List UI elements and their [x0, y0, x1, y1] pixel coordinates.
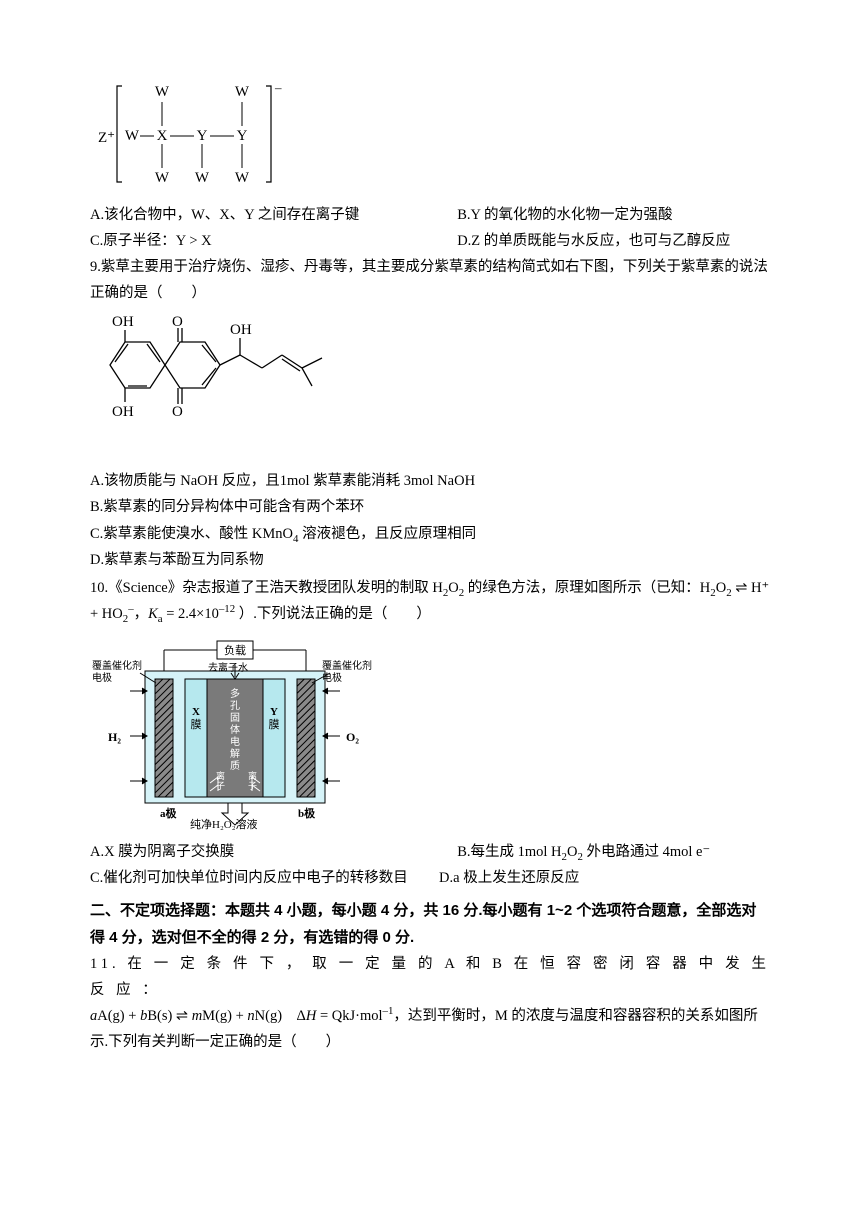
svg-text:Y: Y	[270, 706, 278, 718]
svg-text:子: 子	[216, 781, 225, 791]
q9-option-a: A.该物质能与 NaOH 反应，且1mol 紫草素能消耗 3mol NaOH	[90, 468, 770, 494]
svg-text:H₂: H₂	[108, 730, 121, 744]
svg-text:膜: 膜	[269, 718, 280, 731]
svg-text:孔: 孔	[230, 700, 240, 712]
q10-option-a: A.X 膜为阴离子交换膜	[90, 839, 457, 865]
q8-option-a: A.该化合物中，W、X、Y 之间存在离子键	[90, 202, 457, 228]
svg-text:X: X	[192, 706, 200, 718]
svg-text:W: W	[235, 84, 250, 100]
svg-text:纯净H₂O₂溶液: 纯净H₂O₂溶液	[190, 817, 258, 831]
svg-text:OH: OH	[112, 314, 134, 330]
svg-text:子: 子	[248, 781, 257, 791]
svg-text:O: O	[172, 404, 183, 420]
q9-stem: 9.紫草主要用于治疗烧伤、湿疹、丹毒等，其主要成分紫草素的结构简式如右下图，下列…	[90, 254, 770, 306]
q8-option-c: C.原子半径：Y > X	[90, 228, 457, 254]
q10-option-d: D.a 极上发生还原反应	[439, 870, 579, 886]
q10-s1: 10.《Science》杂志报道了王浩天教授团队发明的制取 H	[90, 580, 443, 596]
svg-text:O: O	[172, 314, 183, 330]
svg-text:OH: OH	[230, 322, 252, 338]
q11-equation: aA(g) + bB(s) ⇌ mM(g) + nN(g) ΔH = QkJ·m…	[90, 1003, 770, 1055]
svg-text:解: 解	[230, 747, 240, 760]
svg-text:Y: Y	[197, 128, 208, 144]
svg-text:b极: b极	[298, 806, 316, 820]
label-z: Z⁺	[98, 130, 115, 146]
q9-optc-pre: C.紫草素能使溴水、酸性 KMnO	[90, 526, 293, 542]
svg-text:质: 质	[230, 760, 240, 772]
svg-text:电极: 电极	[322, 671, 342, 684]
svg-text:a极: a极	[160, 806, 178, 820]
q10-option-c: C.催化剂可加快单位时间内反应中电子的转移数目	[90, 870, 408, 886]
svg-text:覆盖催化剂: 覆盖催化剂	[92, 659, 142, 672]
svg-text:W: W	[195, 170, 210, 186]
q8-option-b: B.Y 的氧化物的水化物一定为强酸	[457, 202, 770, 228]
svg-text:膜: 膜	[191, 718, 202, 731]
q10-device-diagram: 负载 去离子水 X 膜 Y 膜 多 孔 固 体 电 解 质 离 子 离 子	[90, 631, 770, 831]
load-label: 负载	[224, 643, 246, 657]
svg-text:W: W	[235, 170, 250, 186]
svg-text:离: 离	[248, 770, 257, 781]
q9-option-c: C.紫草素能使溴水、酸性 KMnO4 溶液褪色，且反应原理相同	[90, 521, 770, 547]
svg-text:固: 固	[230, 712, 240, 724]
q9-option-d: D.紫草素与苯酚互为同系物	[90, 547, 770, 573]
svg-text:多: 多	[230, 687, 240, 700]
svg-text:离: 离	[216, 770, 225, 781]
svg-text:OH: OH	[112, 404, 134, 420]
svg-text:W: W	[125, 128, 140, 144]
svg-text:W: W	[155, 84, 170, 100]
q8-structure-diagram: Z⁺ – W W W X Y Y W W W	[90, 74, 770, 194]
q9-optc-post: 溶液褪色，且反应原理相同	[298, 526, 476, 542]
svg-text:W: W	[155, 170, 170, 186]
svg-text:O₂: O₂	[346, 730, 359, 744]
q11-line1: 11. 在 一 定 条 件 下 ， 取 一 定 量 的 A 和 B 在 恒 容 …	[90, 951, 770, 1003]
svg-text:体: 体	[230, 724, 240, 736]
svg-text:电: 电	[230, 735, 240, 748]
q8-option-d: D.Z 的单质既能与水反应，也可与乙醇反应	[457, 228, 770, 254]
svg-text:Y: Y	[237, 128, 248, 144]
q9-option-b: B.紫草素的同分异构体中可能含有两个苯环	[90, 494, 770, 520]
svg-text:电极: 电极	[92, 671, 112, 684]
svg-text:去离子水: 去离子水	[208, 661, 248, 674]
svg-text:X: X	[157, 128, 168, 144]
q9-structure-diagram: OH O OH OH O	[90, 310, 770, 460]
q10-option-b: B.每生成 1mol H2O2 外电路通过 4mol e⁻	[457, 839, 770, 865]
svg-text:覆盖催化剂: 覆盖催化剂	[322, 659, 372, 672]
svg-text:–: –	[274, 80, 282, 95]
section2-title: 二、不定项选择题：本题共 4 小题，每小题 4 分，共 16 分.每小题有 1~…	[90, 897, 770, 951]
q10-stem: 10.《Science》杂志报道了王浩天教授团队发明的制取 H2O2 的绿色方法…	[90, 575, 770, 627]
